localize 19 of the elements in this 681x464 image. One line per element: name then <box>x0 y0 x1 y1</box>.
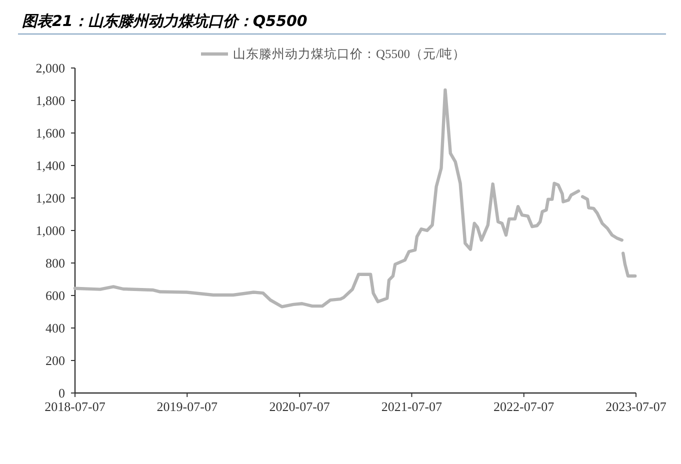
y-tick-label: 800 <box>46 256 65 270</box>
y-tick-label: 200 <box>46 353 65 368</box>
x-tick-label: 2022-07-07 <box>494 399 555 414</box>
x-tick-label: 2023-07-07 <box>606 399 667 414</box>
y-tick-label: 0 <box>58 386 65 400</box>
x-tick-label: 2020-07-07 <box>269 399 330 414</box>
y-tick-label: 1,600 <box>36 126 65 140</box>
y-tick-label: 1,800 <box>36 93 65 108</box>
x-tick-label: 2019-07-07 <box>156 399 218 414</box>
y-tick-label: 2,000 <box>36 60 65 76</box>
y-tick-label: 1,000 <box>36 223 65 238</box>
legend-label: 山东滕州动力煤坑口价：Q5500（元/吨） <box>233 47 466 61</box>
y-tick-label: 1,200 <box>36 190 65 206</box>
y-tick-label: 600 <box>46 288 65 303</box>
y-tick-label: 400 <box>46 320 65 336</box>
x-tick-label: 2021-07-07 <box>381 399 443 414</box>
y-tick-label: 1,400 <box>36 158 65 173</box>
chart-title: 图表21：山东滕州动力煤坑口价：Q5500 <box>22 12 308 30</box>
x-tick-label: 2018-07-07 <box>44 399 106 414</box>
